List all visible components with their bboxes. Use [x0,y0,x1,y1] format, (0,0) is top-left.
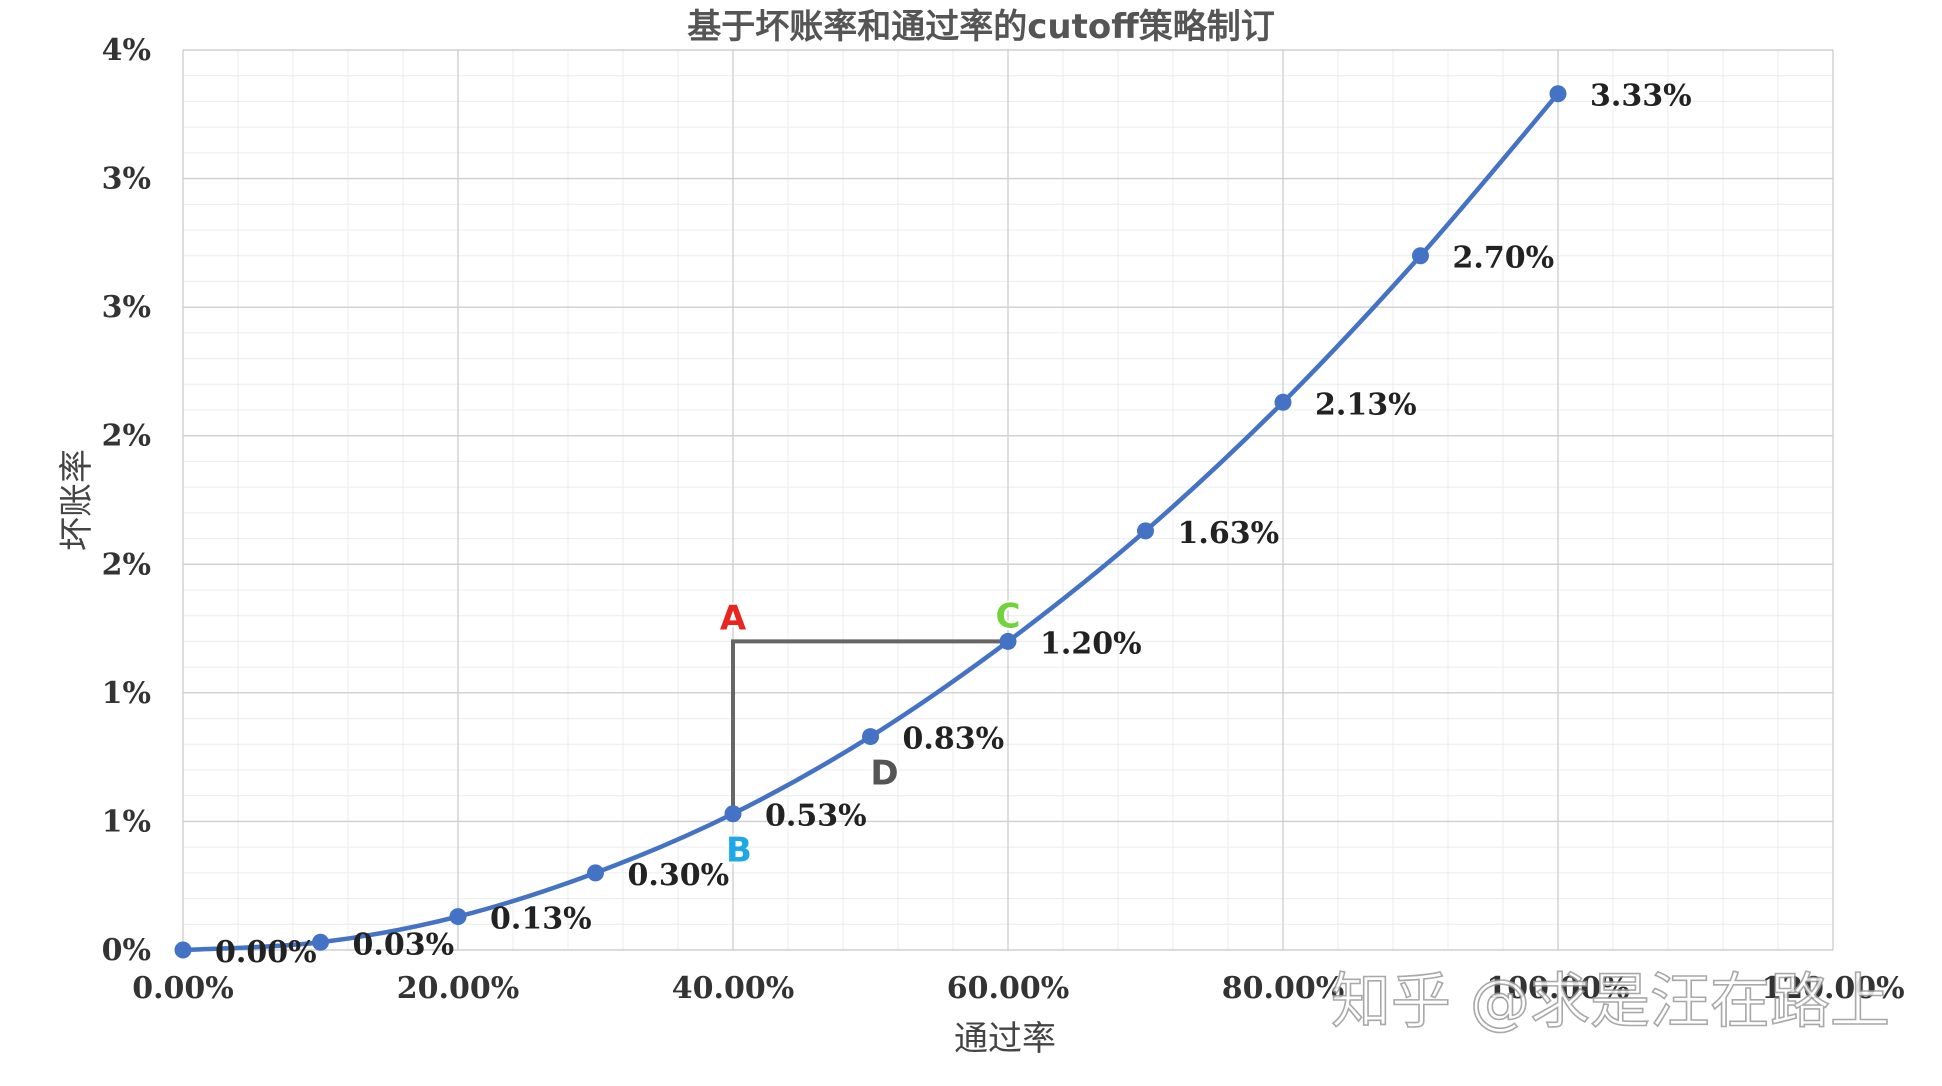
data-point [1137,522,1154,540]
data-label: 0.83% [903,722,1005,757]
x-tick-label: 0.00% [132,971,234,1006]
y-tick-label: 3% [102,162,151,197]
y-tick-label: 1% [102,676,151,711]
x-tick-label: 100.00% [1486,971,1629,1006]
data-point [174,941,192,959]
chart-title: 基于坏账率和通过率的cutoff策略制订 [687,7,1275,47]
series-line [182,92,1560,953]
x-tick-label: 20.00% [397,971,519,1006]
y-tick-label: 2% [102,419,151,454]
data-label: 1.20% [1040,626,1142,661]
series-layer [174,85,1567,959]
annotation-layer: A B C D [718,594,1023,872]
cutoff-guide-line [731,639,1008,814]
annotation-point-a: A [720,598,747,638]
data-point [312,933,329,951]
y-tick-label: 2% [102,547,151,582]
data-point [587,864,604,882]
data-label: 0.03% [353,927,455,962]
data-label: 0.53% [765,799,867,834]
y-tick-label: 4% [102,33,151,68]
data-label-layer: 0.00% 0.03% 0.13% 0.30% 0.53% 0.83% 1.20% 1.63%… [215,79,1692,970]
annotation-point-d: D [870,754,898,794]
y-axis-title: 坏账率 [57,449,97,551]
data-point [1549,85,1567,103]
data-point [999,632,1017,650]
data-label: 0.13% [490,902,592,937]
tick-label-layer: 0% 1% 1% 2% 2% 3% 3% 4% 0.00% 20.00% 40.00% 60.00% 8… [102,33,1905,1006]
x-tick-label: 120.00% [1761,971,1904,1006]
y-tick-label: 3% [102,290,151,325]
data-point [1274,393,1292,411]
y-tick-label: 0% [102,933,151,968]
data-point [449,908,467,926]
data-label: 3.33% [1590,79,1692,114]
data-point [862,728,879,746]
x-axis-title: 通过率 [954,1019,1056,1059]
data-label: 0.30% [628,858,730,893]
data-label: 0.00% [215,935,317,970]
x-tick-label: 80.00% [1222,971,1344,1006]
x-tick-label: 40.00% [672,971,794,1006]
annotation-point-c: C [996,596,1021,636]
data-label: 2.13% [1315,387,1417,422]
guide-lines [731,639,1008,814]
annotation-point-b: B [726,831,752,871]
data-point [1412,247,1429,265]
watermark: 知乎 @求是汪在路上 [1331,967,1890,1037]
data-label: 1.63% [1178,516,1280,551]
data-label: 2.70% [1453,241,1555,276]
y-tick-label: 1% [102,804,151,839]
x-tick-label: 60.00% [947,971,1069,1006]
grid-major [182,49,1834,951]
data-point [724,805,742,823]
